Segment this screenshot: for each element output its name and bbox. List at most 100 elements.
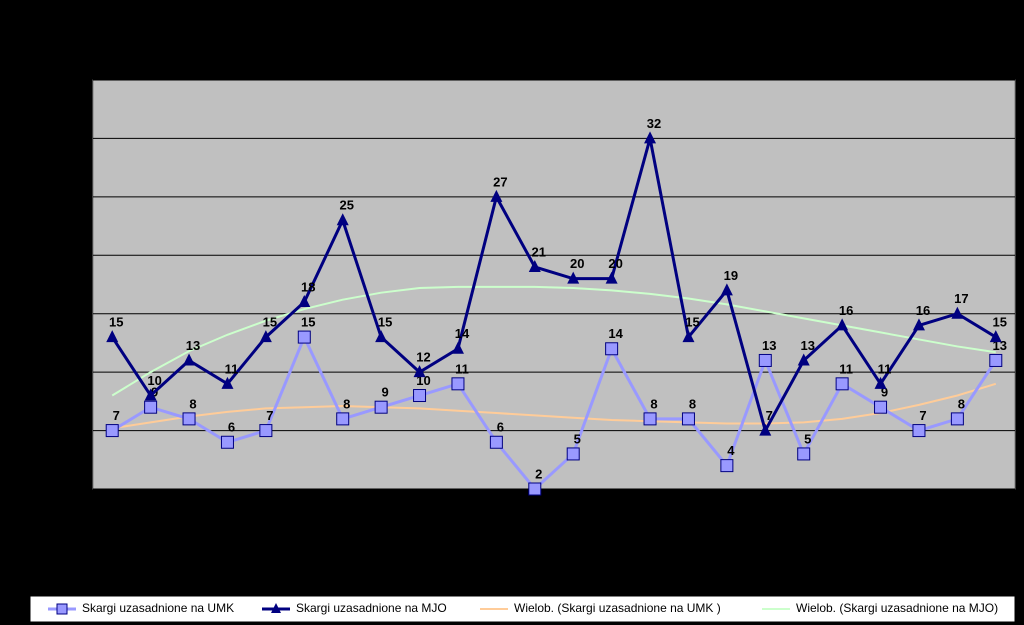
point (297, 330, 311, 344)
data-label: 13 (762, 338, 776, 353)
point (336, 412, 350, 426)
point (797, 353, 810, 366)
point (144, 388, 157, 401)
data-label: 7 (113, 408, 120, 423)
data-label: 13 (800, 338, 814, 353)
legend-marker (271, 603, 281, 613)
point (336, 213, 349, 226)
point (106, 330, 119, 343)
point (759, 423, 772, 436)
data-label: 11 (878, 361, 892, 376)
data-label: 7 (919, 408, 926, 423)
data-label: 25 (339, 198, 353, 213)
point (298, 295, 311, 308)
data-label: 32 (647, 116, 661, 131)
point (413, 365, 426, 378)
point (950, 412, 964, 426)
point (874, 376, 887, 389)
point (720, 459, 734, 473)
data-label: 10 (147, 373, 161, 388)
data-label: 15 (301, 315, 315, 330)
data-label: 7 (266, 408, 273, 423)
point (682, 330, 695, 343)
data-label: 20 (570, 256, 584, 271)
data-label: 11 (225, 361, 239, 376)
point (758, 353, 772, 367)
point (912, 318, 925, 331)
legend-marker (56, 603, 68, 615)
point (451, 377, 465, 391)
point (490, 189, 503, 202)
point (528, 482, 542, 496)
data-label: 7 (766, 408, 773, 423)
legend-label: Wielob. (Skargi uzasadnione na MJO) (796, 601, 998, 615)
series-line (110, 138, 997, 435)
data-label: 16 (839, 303, 853, 318)
data-label: 14 (608, 326, 623, 341)
point (489, 435, 503, 449)
data-label: 4 (727, 443, 735, 458)
point (567, 271, 580, 284)
data-label: 2 (535, 466, 542, 481)
point (451, 341, 464, 354)
legend-label: Wielob. (Skargi uzasadnione na UMK ) (514, 601, 721, 615)
data-label: 8 (650, 396, 657, 411)
data-label: 6 (497, 420, 504, 435)
data-label: 11 (839, 361, 853, 376)
point (605, 271, 618, 284)
data-label: 13 (186, 338, 200, 353)
point (566, 447, 580, 461)
data-label: 11 (455, 361, 469, 376)
point (720, 283, 733, 296)
data-label: 15 (378, 315, 392, 330)
point (259, 330, 272, 343)
point (989, 330, 1002, 343)
point (144, 400, 158, 414)
point (375, 330, 388, 343)
data-label: 6 (228, 420, 235, 435)
point (605, 342, 619, 356)
data-label: 8 (689, 396, 696, 411)
data-label: 9 (881, 385, 888, 400)
data-label: 5 (574, 431, 581, 446)
data-label: 17 (954, 291, 968, 306)
data-label: 15 (993, 315, 1007, 330)
data-label: 9 (382, 385, 389, 400)
data-label: 8 (958, 396, 965, 411)
point (413, 389, 427, 403)
data-label: 12 (416, 350, 430, 365)
data-label: 19 (724, 268, 738, 283)
data-label: 20 (608, 256, 622, 271)
point (644, 131, 657, 144)
point (797, 447, 811, 461)
data-label: 18 (301, 279, 315, 294)
point (835, 377, 849, 391)
point (221, 376, 234, 389)
plot-area (92, 79, 1016, 490)
point (836, 318, 849, 331)
legend-box (29, 595, 1016, 623)
data-label: 8 (343, 396, 350, 411)
point (912, 424, 926, 438)
data-label: 14 (455, 326, 470, 341)
data-label: 8 (189, 396, 196, 411)
data-label: 5 (804, 431, 811, 446)
point (374, 400, 388, 414)
point (951, 306, 964, 319)
series-line (111, 285, 996, 397)
data-label: 15 (263, 315, 277, 330)
point (220, 435, 234, 449)
data-label: 15 (685, 315, 699, 330)
point (259, 424, 273, 438)
legend-label: Skargi uzasadnione na MJO (296, 601, 447, 615)
legend-label: Skargi uzasadnione na UMK (82, 601, 234, 615)
point (528, 259, 541, 272)
point (643, 412, 657, 426)
series-line (112, 382, 997, 430)
point (105, 424, 119, 438)
data-label: 27 (493, 174, 507, 189)
point (989, 353, 1003, 367)
data-label: 16 (916, 303, 930, 318)
data-label: 21 (532, 244, 546, 259)
